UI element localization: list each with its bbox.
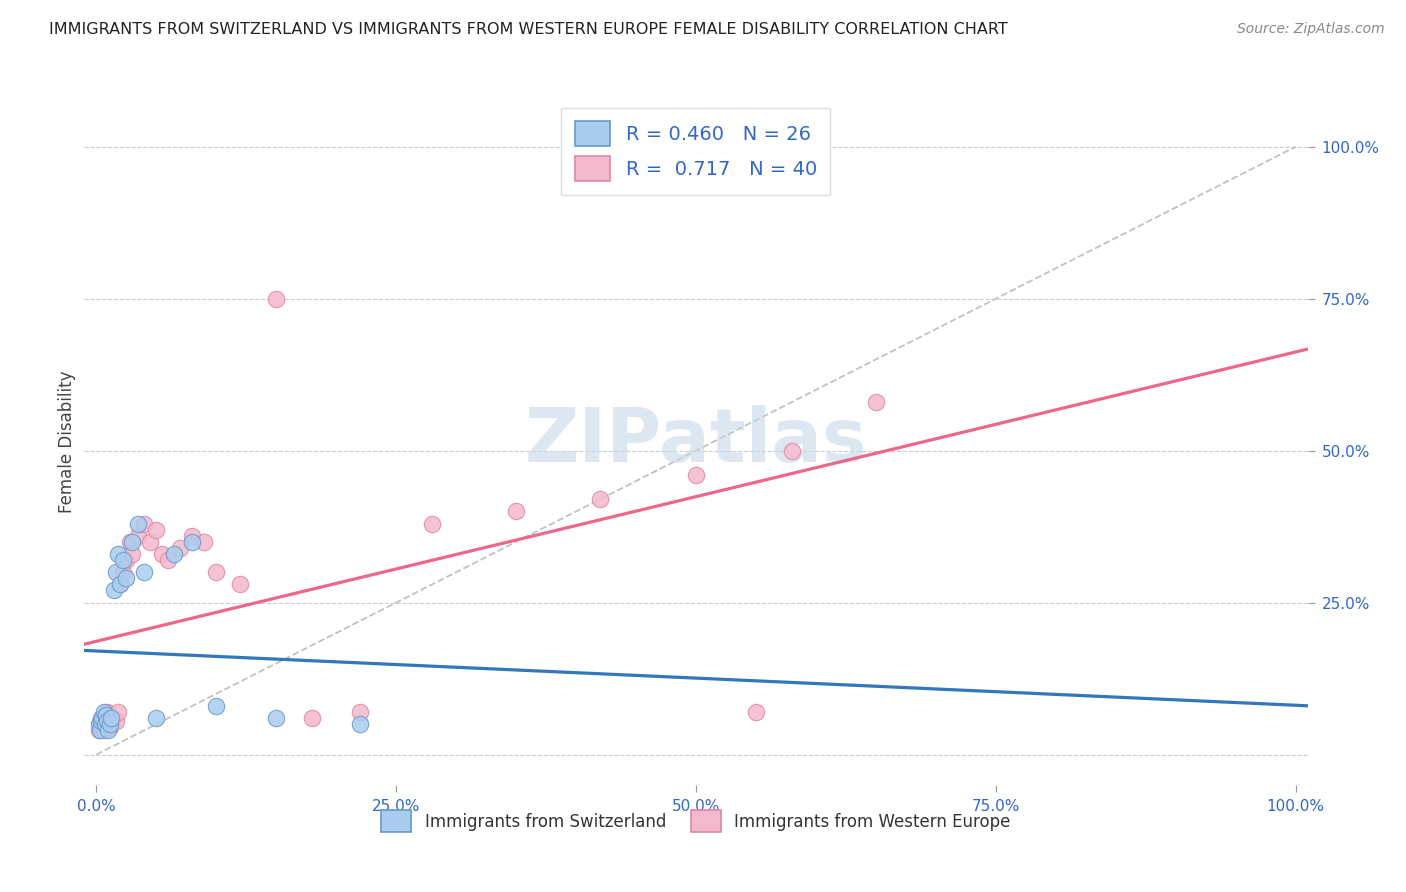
Point (121, 547, 143, 561)
Point (93, 717, 117, 731)
Point (181, 534, 204, 549)
Point (96, 714, 118, 728)
Point (865, 395, 887, 409)
Point (111, 566, 134, 580)
Point (110, 577, 132, 591)
Point (115, 571, 138, 585)
Point (139, 534, 162, 549)
Point (110, 577, 132, 591)
Point (107, 547, 129, 561)
Y-axis label: Female Disability: Female Disability (58, 370, 76, 513)
Point (145, 523, 167, 537)
Point (90, 711, 112, 725)
Point (98, 717, 121, 731)
Point (163, 547, 186, 561)
Point (780, 443, 803, 458)
Point (93, 711, 117, 725)
Point (89, 723, 111, 738)
Point (349, 705, 371, 719)
Point (264, 711, 287, 725)
Point (205, 566, 228, 580)
Point (157, 553, 180, 567)
Legend: Immigrants from Switzerland, Immigrants from Western Europe: Immigrants from Switzerland, Immigrants … (374, 804, 1018, 838)
Point (134, 516, 156, 531)
Point (181, 529, 204, 543)
Point (589, 492, 612, 507)
Point (90, 714, 112, 728)
Point (91, 714, 114, 728)
Point (685, 467, 707, 482)
Point (127, 529, 149, 543)
Point (98, 720, 121, 734)
Point (91, 711, 114, 725)
Point (97, 711, 120, 725)
Point (115, 553, 138, 567)
Point (121, 534, 143, 549)
Point (101, 711, 124, 725)
Point (118, 534, 141, 549)
Point (505, 504, 527, 518)
Point (420, 516, 443, 531)
Point (100, 717, 122, 731)
Point (103, 583, 125, 598)
Point (107, 705, 129, 719)
Point (94, 717, 117, 731)
Point (205, 698, 228, 713)
Text: Source: ZipAtlas.com: Source: ZipAtlas.com (1237, 22, 1385, 37)
Point (264, 292, 287, 306)
Point (94, 708, 117, 723)
Point (134, 566, 156, 580)
Point (150, 547, 173, 561)
Point (169, 541, 191, 555)
Point (104, 714, 127, 728)
Point (96, 705, 118, 719)
Point (193, 534, 215, 549)
Point (93, 723, 115, 738)
Point (97, 723, 120, 738)
Point (89, 717, 111, 731)
Point (87, 723, 110, 738)
Text: ZIPatlas: ZIPatlas (524, 405, 868, 478)
Point (229, 577, 252, 591)
Point (93, 705, 115, 719)
Point (104, 566, 127, 580)
Point (745, 705, 768, 719)
Point (111, 553, 134, 567)
Point (100, 711, 122, 725)
Text: IMMIGRANTS FROM SWITZERLAND VS IMMIGRANTS FROM WESTERN EUROPE FEMALE DISABILITY : IMMIGRANTS FROM SWITZERLAND VS IMMIGRANT… (49, 22, 1008, 37)
Point (145, 711, 167, 725)
Point (301, 711, 323, 725)
Point (127, 516, 149, 531)
Point (87, 717, 110, 731)
Point (349, 717, 371, 731)
